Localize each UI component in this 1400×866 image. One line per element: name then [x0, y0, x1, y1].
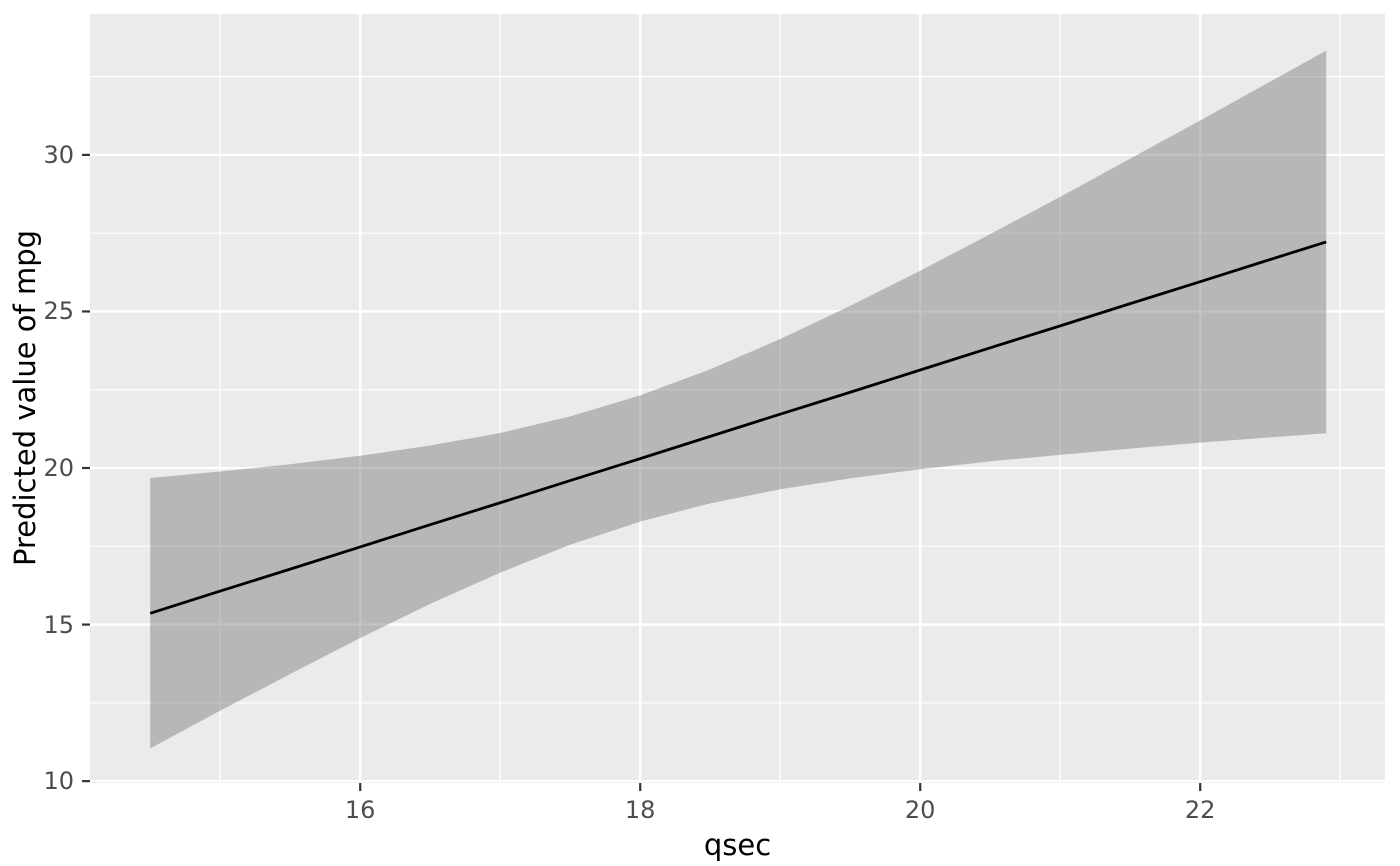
y-tick-label: 15	[43, 610, 74, 639]
x-tick-label: 22	[1184, 796, 1216, 824]
y-tick-label: 20	[43, 454, 74, 482]
x-tick-label: 20	[904, 796, 936, 824]
y-axis-title: Predicted value of mpg	[8, 229, 42, 567]
y-tick-label: 25	[43, 297, 74, 326]
confidence-band	[150, 50, 1327, 749]
x-tick-label: 16	[344, 796, 376, 824]
y-tick-label: 30	[43, 140, 74, 169]
x-tick-label: 18	[624, 796, 656, 824]
regression-line	[149, 240, 1327, 615]
x-axis-title: qsec	[703, 828, 772, 862]
y-tick-label: 10	[43, 767, 74, 796]
panel-background	[90, 14, 1385, 783]
